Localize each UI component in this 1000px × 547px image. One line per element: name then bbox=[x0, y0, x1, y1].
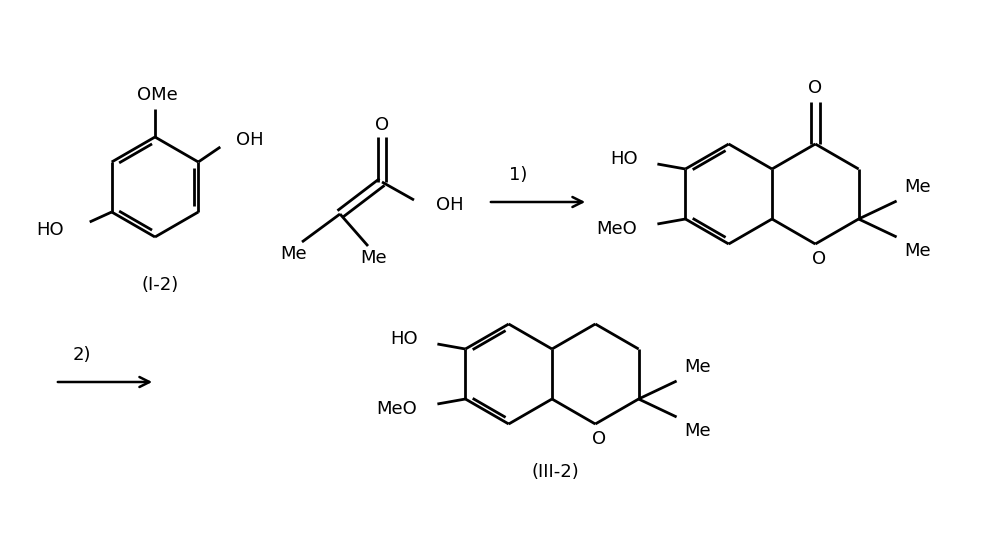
Text: HO: HO bbox=[36, 221, 64, 239]
Text: Me: Me bbox=[361, 249, 387, 267]
Text: HO: HO bbox=[390, 330, 417, 348]
Text: O: O bbox=[592, 430, 606, 448]
Text: 1): 1) bbox=[509, 166, 527, 184]
Text: O: O bbox=[375, 116, 389, 134]
Text: OMe: OMe bbox=[137, 86, 177, 104]
Text: Me: Me bbox=[281, 245, 307, 263]
Text: MeO: MeO bbox=[377, 400, 417, 418]
Text: Me: Me bbox=[905, 242, 931, 260]
Text: Me: Me bbox=[685, 358, 711, 376]
Text: O: O bbox=[812, 250, 826, 268]
Text: 2): 2) bbox=[73, 346, 91, 364]
Text: OH: OH bbox=[436, 196, 464, 214]
Text: HO: HO bbox=[610, 150, 637, 168]
Text: Me: Me bbox=[685, 422, 711, 440]
Text: OH: OH bbox=[236, 131, 264, 149]
Text: O: O bbox=[808, 79, 822, 97]
Text: MeO: MeO bbox=[597, 220, 637, 238]
Text: Me: Me bbox=[905, 178, 931, 196]
Text: (I-2): (I-2) bbox=[141, 276, 179, 294]
Text: (III-2): (III-2) bbox=[531, 463, 579, 481]
